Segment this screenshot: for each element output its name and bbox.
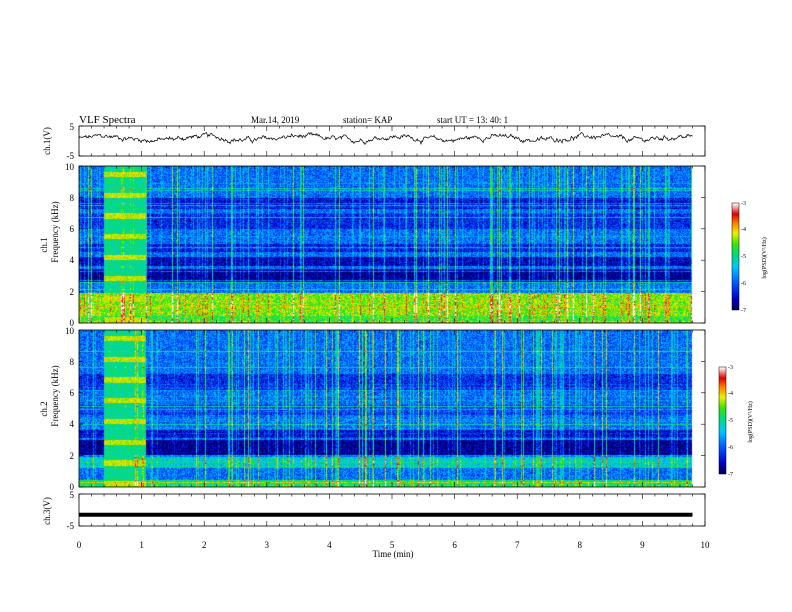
ch1-spectrogram-image [79, 166, 705, 323]
ch1-ytick-10: 10 [65, 162, 75, 172]
ch3-waveform-panel: 5 -5 ch.3(V) 0 1 2 3 4 5 6 7 8 9 10 Time (min) [42, 490, 710, 559]
ch3-waveform-frame [78, 493, 706, 527]
ch1-ytick-8: 8 [70, 193, 75, 203]
ch2-cb-tick-m6: -6 [728, 445, 733, 451]
ch1-waveform-panel: 5 -5 ch.1(V) [42, 122, 706, 161]
ch1-spectrogram-ylabel: ch.1 [39, 237, 49, 252]
ch1-waveform-ylabel: ch.1(V) [42, 127, 52, 155]
ch2-cb-tick-m3: -3 [728, 365, 733, 371]
xtick-label-4: 4 [327, 540, 332, 550]
ch2-spectrogram-ylabel: ch.2 [39, 401, 49, 416]
ch1-ytick-top: 5 [70, 122, 75, 132]
ch2-cb-tick-m5: -5 [728, 418, 733, 424]
header-date: Mar.14, 2019 [251, 115, 300, 125]
xtick-label-1: 1 [139, 540, 144, 550]
ch2-spectrogram-image [79, 330, 705, 487]
xtick-label-8: 8 [578, 540, 583, 550]
ch1-ytick-bottom: -5 [67, 151, 75, 161]
ch1-ytick-4: 4 [70, 255, 75, 265]
ch1-colorbar: -3 -4 -5 -6 -7 log(PSD)(V²/Hz) [731, 201, 768, 314]
xtick-label-5: 5 [390, 540, 395, 550]
xtick-label-3: 3 [265, 540, 270, 550]
ch1-spectrogram-panel: 0 2 4 6 8 10 ch.1 Frequency (kHz) [39, 162, 706, 328]
ch2-cb-tick-m4: -4 [728, 391, 733, 397]
ch2-ytick-8: 8 [70, 357, 75, 367]
ch1-cb-tick-m5: -5 [741, 254, 746, 260]
figure-title: VLF Spectra [79, 114, 136, 126]
ch1-ytick-0: 0 [70, 318, 75, 328]
ch1-ytick-2: 2 [70, 287, 75, 297]
ch2-ytick-4: 4 [70, 419, 75, 429]
header-station: station= KAP [343, 115, 392, 125]
ch1-cb-tick-m6: -6 [741, 281, 746, 287]
ch1-ytick-6: 6 [70, 224, 75, 234]
ch2-ytick-6: 6 [70, 388, 75, 398]
header-start-time: start UT = 13: 40: 1 [437, 115, 508, 125]
ch3-ytick-top: 5 [70, 490, 75, 500]
ch2-frequency-label: Frequency (kHz) [50, 365, 60, 426]
ch2-colorbar-image [719, 367, 726, 474]
ch1-cb-tick-m4: -4 [741, 227, 746, 233]
ch1-colorbar-image [732, 203, 739, 310]
xtick-label-10: 10 [701, 540, 711, 550]
ch2-ytick-2: 2 [70, 451, 75, 461]
ch2-spectrogram-panel: 0 2 4 6 8 10 ch.2 Frequency (kHz) [39, 326, 706, 492]
ch2-ytick-0: 0 [70, 482, 75, 492]
ch1-cb-tick-m3: -3 [741, 201, 746, 207]
xtick-label-2: 2 [202, 540, 207, 550]
xtick-label-0: 0 [77, 540, 82, 550]
ch1-frequency-label: Frequency (kHz) [50, 201, 60, 262]
ch2-cb-tick-m7: -7 [728, 472, 733, 478]
ch2-colorbar: -3 -4 -5 -6 -7 log(PSD)(V²/Hz) [718, 365, 754, 478]
ch3-ytick-bottom: -5 [67, 521, 75, 531]
xtick-label-7: 7 [515, 540, 520, 550]
ch2-ytick-10: 10 [65, 326, 75, 336]
x-axis-label: Time (min) [373, 549, 414, 559]
xtick-label-6: 6 [452, 540, 457, 550]
xtick-label-9: 9 [640, 540, 645, 550]
ch2-colorbar-label: log(PSD)(V²/Hz) [747, 401, 754, 442]
ch1-colorbar-label: log(PSD)(V²/Hz) [761, 237, 768, 278]
ch1-waveform-line [78, 131, 693, 146]
ch3-waveform-ylabel: ch.3(V) [42, 497, 52, 525]
ch1-cb-tick-m7: -7 [741, 308, 746, 314]
